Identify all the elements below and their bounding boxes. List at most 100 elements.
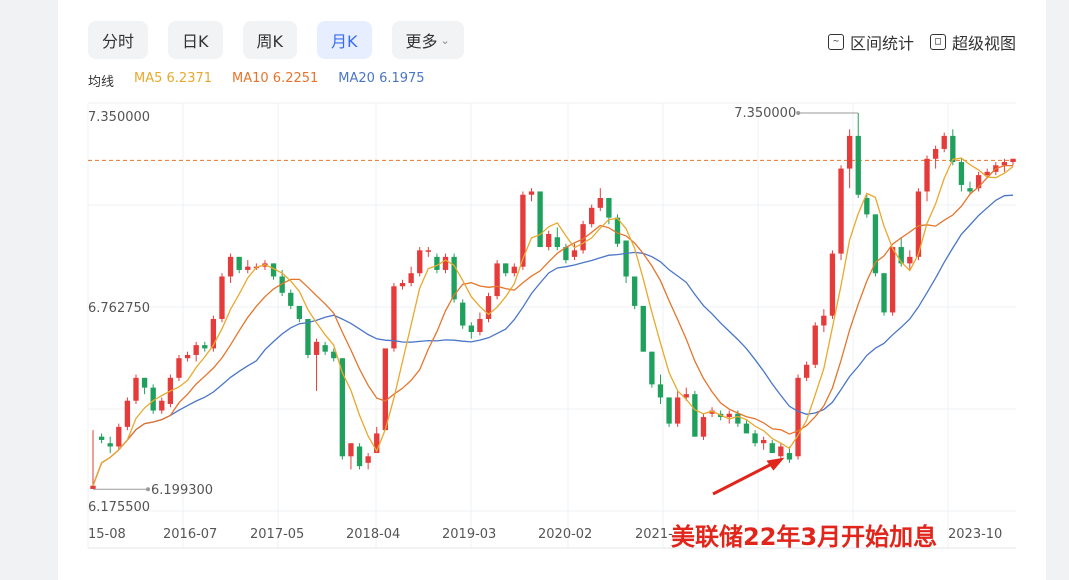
tab-weekly-k[interactable]: 周K (242, 21, 298, 59)
candle-body (503, 263, 509, 274)
candle (288, 289, 294, 310)
candle-body (666, 397, 672, 424)
candle (803, 361, 810, 382)
candle (331, 348, 337, 362)
candle (356, 443, 363, 470)
candle-body (829, 253, 836, 316)
candle-body (236, 256, 242, 270)
candle (795, 374, 801, 460)
candle-body (141, 377, 148, 388)
candle (675, 390, 681, 427)
candle-body (623, 240, 629, 277)
candle (313, 338, 320, 391)
candle-body (692, 394, 698, 437)
candle-body (159, 400, 165, 411)
candle-body (640, 305, 646, 352)
candle-body (778, 446, 784, 457)
candle-body (322, 345, 328, 352)
candle-body (700, 417, 707, 437)
x-tick-label: 2016-07 (163, 527, 217, 542)
tab-monthly-k[interactable]: 月K (317, 21, 372, 59)
candle (632, 276, 638, 310)
ma-legend: 均线 MA5 6.2371 MA10 6.2251 MA20 6.1975 (88, 71, 425, 90)
tab-more[interactable]: 更多 ⌄ (391, 21, 464, 59)
candle (640, 305, 646, 352)
candle-body (743, 423, 750, 434)
candle-body (133, 377, 139, 401)
tab-label: 周K (256, 32, 284, 51)
candle (881, 273, 887, 316)
candle (494, 260, 500, 300)
candle (597, 188, 603, 212)
candle-body (279, 276, 285, 293)
candle-body (391, 286, 397, 349)
candle-body (846, 135, 853, 169)
candle-body (288, 292, 294, 306)
candle-body (941, 135, 947, 149)
candle-body (881, 273, 887, 313)
candle (210, 315, 217, 352)
candlestick-chart[interactable]: 7.350000 6.762750 6.175500 15-08 2016-07 2017… (58, 0, 1046, 580)
candle (666, 397, 672, 427)
candle (846, 129, 853, 189)
candle (270, 263, 277, 280)
candle (838, 165, 844, 261)
candle (907, 250, 913, 270)
grid-lines (87, 102, 1016, 549)
candle (219, 273, 225, 323)
candle-body (425, 250, 431, 252)
candle (924, 155, 930, 202)
candle (296, 305, 303, 323)
candle (245, 260, 251, 274)
candle-body (864, 198, 870, 215)
x-tick-label: 2018-04 (346, 527, 400, 542)
y-tick-label: 6.175500 (88, 500, 150, 515)
candle-body (511, 266, 517, 274)
candle-body (305, 318, 311, 355)
ma10-legend: MA10 6.2251 (232, 71, 319, 86)
candle (98, 433, 105, 444)
x-tick-label: 15-08 (88, 527, 126, 542)
tab-daily-k[interactable]: 日K (168, 21, 223, 59)
candle-body (399, 283, 406, 287)
candle-body (331, 351, 337, 359)
candle (872, 214, 879, 277)
candle (193, 341, 199, 362)
candle-body (98, 436, 105, 440)
annotation-text: 美联储22年3月开始加息 (671, 523, 937, 551)
candle-body (915, 191, 922, 257)
super-view-label: 超级视图 (951, 34, 1016, 53)
candle-body (752, 433, 758, 444)
x-tick-label: 2020-02 (538, 527, 592, 542)
candle (236, 256, 242, 274)
candle (1010, 158, 1016, 166)
candle (692, 390, 698, 437)
candle (554, 227, 560, 251)
candle (150, 384, 156, 414)
tab-timeshare[interactable]: 分时 (88, 21, 149, 59)
candle-body (1001, 162, 1008, 166)
candle-body (709, 410, 715, 414)
candle (786, 446, 793, 463)
candle (864, 194, 870, 218)
candle (141, 377, 148, 395)
range-stats-label: 区间统计 (849, 34, 914, 53)
candle-body (571, 250, 578, 257)
candle-body (365, 456, 371, 463)
candle-body (202, 345, 208, 349)
chart-card: 分时 日K 周K 月K 更多 ⌄ ~ 区间统计 □ 超级视图 均线 MA5 6.2… (58, 0, 1046, 580)
candle (821, 309, 827, 333)
candle (829, 250, 836, 319)
candle (580, 220, 586, 254)
candle (116, 423, 122, 450)
super-view-button[interactable]: □ 超级视图 (929, 30, 1016, 54)
candle-body (193, 345, 199, 355)
candle (941, 132, 947, 153)
chevron-down-icon: ⌄ (440, 33, 450, 47)
candle (889, 247, 896, 316)
candle-body (872, 214, 879, 274)
candle-body (606, 198, 612, 218)
candle-body (460, 302, 466, 326)
candle-body (675, 397, 681, 424)
range-stats-button[interactable]: ~ 区间统计 (827, 30, 914, 54)
